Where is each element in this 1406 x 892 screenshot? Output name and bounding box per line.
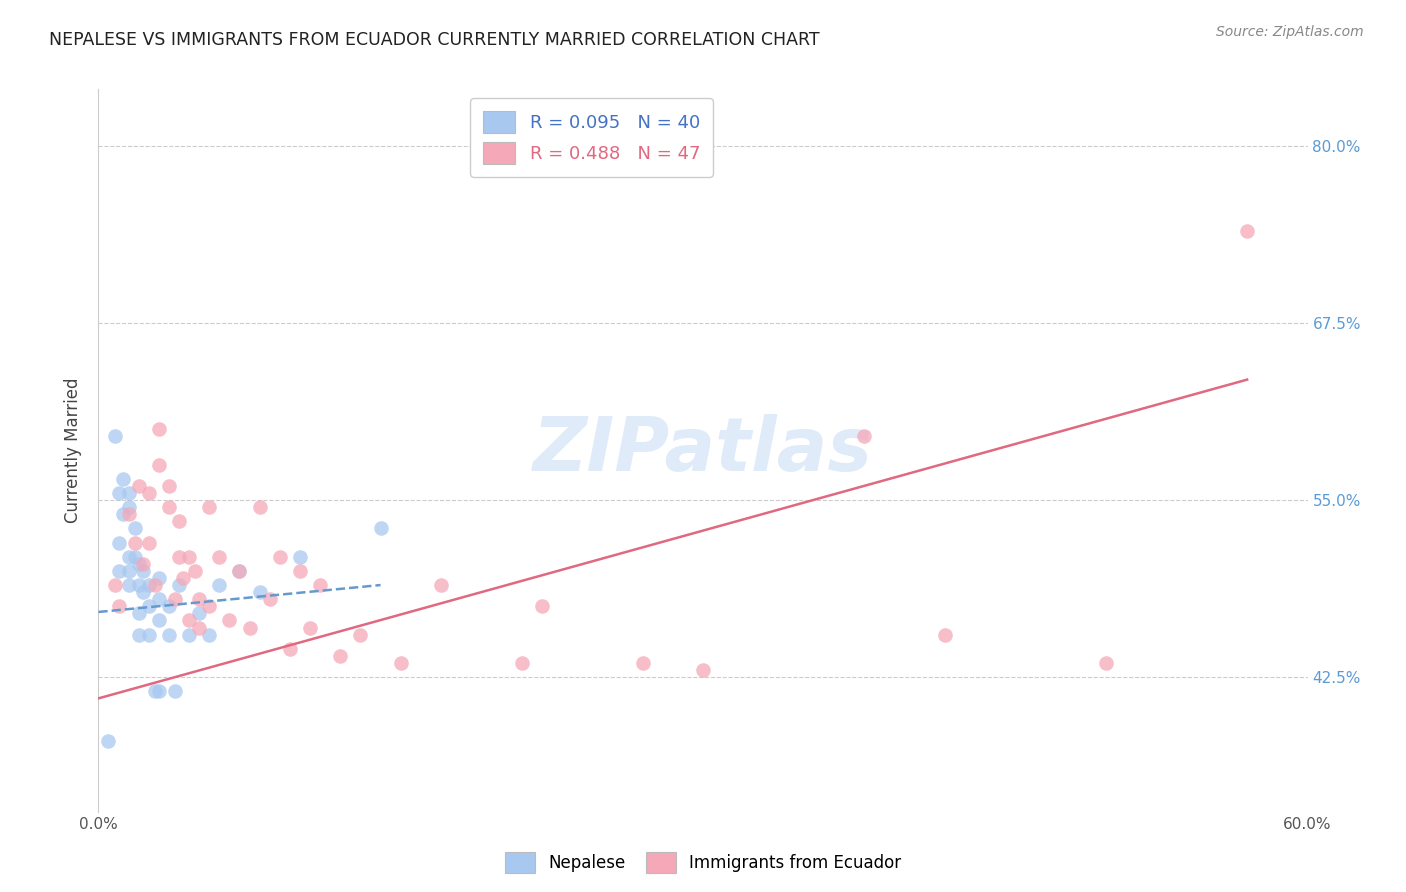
Point [111, 472, 134, 486]
Point [107, 535, 129, 549]
Point [278, 641, 301, 656]
Y-axis label: Currently Married: Currently Married [65, 377, 83, 524]
Point [389, 656, 412, 670]
Point [172, 571, 194, 585]
Point [143, 578, 166, 592]
Point [148, 684, 170, 698]
Point [1095, 656, 1118, 670]
Point [103, 578, 125, 592]
Point [107, 564, 129, 578]
Point [198, 500, 221, 515]
Point [1236, 224, 1258, 238]
Point [124, 549, 146, 564]
Point [148, 422, 170, 436]
Point [167, 578, 190, 592]
Point [138, 627, 160, 641]
Point [128, 578, 150, 592]
Point [97, 734, 120, 748]
Point [288, 549, 311, 564]
Point [309, 578, 332, 592]
Point [128, 607, 150, 621]
Point [430, 578, 453, 592]
Point [118, 564, 141, 578]
Point [299, 621, 322, 635]
Point [163, 684, 186, 698]
Point [188, 592, 211, 607]
Text: ZIPatlas: ZIPatlas [533, 414, 873, 487]
Point [118, 486, 141, 500]
Point [132, 557, 155, 571]
Point [218, 614, 240, 628]
Point [167, 549, 190, 564]
Point [269, 549, 291, 564]
Point [259, 592, 281, 607]
Point [132, 564, 155, 578]
Point [163, 592, 186, 607]
Point [128, 627, 150, 641]
Point [157, 599, 180, 614]
Point [107, 599, 129, 614]
Point [111, 507, 134, 521]
Point [157, 500, 180, 515]
Point [184, 564, 207, 578]
Point [349, 627, 371, 641]
Point [692, 663, 714, 677]
Point [631, 656, 654, 670]
Point [138, 599, 160, 614]
Text: Source: ZipAtlas.com: Source: ZipAtlas.com [1216, 25, 1364, 39]
Point [329, 648, 352, 663]
Point [124, 521, 146, 535]
Legend: R = 0.095   N = 40, R = 0.488   N = 47: R = 0.095 N = 40, R = 0.488 N = 47 [470, 98, 713, 177]
Point [179, 549, 201, 564]
Point [103, 429, 125, 443]
Point [118, 578, 141, 592]
Point [138, 486, 160, 500]
Point [370, 521, 392, 535]
Point [148, 614, 170, 628]
Point [107, 486, 129, 500]
Point [157, 627, 180, 641]
Point [249, 500, 271, 515]
Point [198, 599, 221, 614]
Point [853, 429, 876, 443]
Point [124, 535, 146, 549]
Point [228, 564, 250, 578]
Point [148, 458, 170, 472]
Point [118, 500, 141, 515]
Point [249, 585, 271, 599]
Point [118, 507, 141, 521]
Point [148, 592, 170, 607]
Text: NEPALESE VS IMMIGRANTS FROM ECUADOR CURRENTLY MARRIED CORRELATION CHART: NEPALESE VS IMMIGRANTS FROM ECUADOR CURR… [49, 31, 820, 49]
Point [138, 535, 160, 549]
Point [208, 549, 231, 564]
Point [167, 514, 190, 528]
Point [288, 564, 311, 578]
Legend: Nepalese, Immigrants from Ecuador: Nepalese, Immigrants from Ecuador [498, 846, 908, 880]
Point [510, 656, 533, 670]
Point [128, 479, 150, 493]
Point [143, 684, 166, 698]
Point [198, 627, 221, 641]
Point [128, 557, 150, 571]
Point [148, 571, 170, 585]
Point [179, 614, 201, 628]
Point [157, 479, 180, 493]
Point [934, 627, 956, 641]
Point [208, 578, 231, 592]
Point [228, 564, 250, 578]
Point [138, 578, 160, 592]
Point [188, 621, 211, 635]
Point [132, 585, 155, 599]
Point [239, 621, 262, 635]
Point [118, 549, 141, 564]
Point [530, 599, 553, 614]
Point [179, 627, 201, 641]
Point [188, 607, 211, 621]
